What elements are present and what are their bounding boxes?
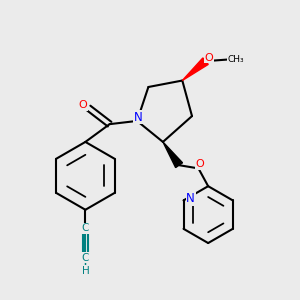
Text: CH₃: CH₃ [227, 55, 244, 64]
Text: C: C [82, 253, 89, 262]
Text: O: O [78, 100, 87, 110]
Text: N: N [186, 192, 195, 205]
Text: O: O [204, 53, 213, 63]
Text: N: N [134, 110, 142, 124]
Text: C: C [82, 223, 89, 233]
Text: H: H [82, 266, 89, 275]
Polygon shape [163, 142, 182, 168]
Polygon shape [182, 58, 208, 80]
Text: O: O [196, 159, 205, 169]
